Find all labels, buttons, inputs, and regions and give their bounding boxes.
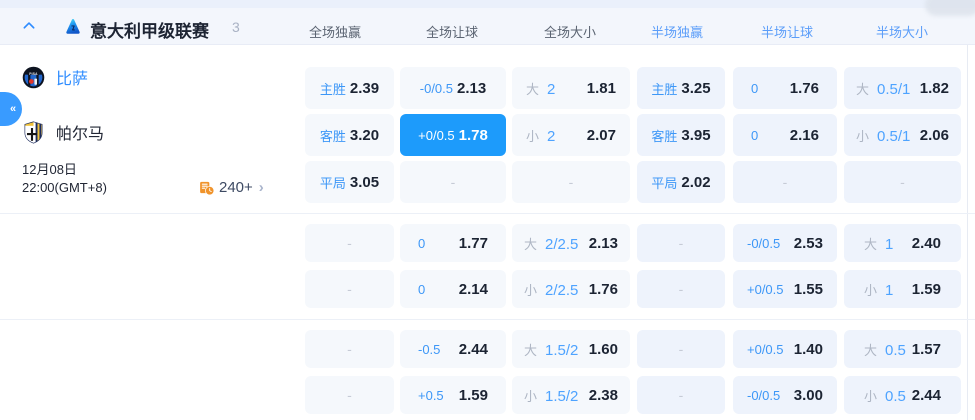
svg-text:PISA: PISA bbox=[29, 71, 38, 75]
